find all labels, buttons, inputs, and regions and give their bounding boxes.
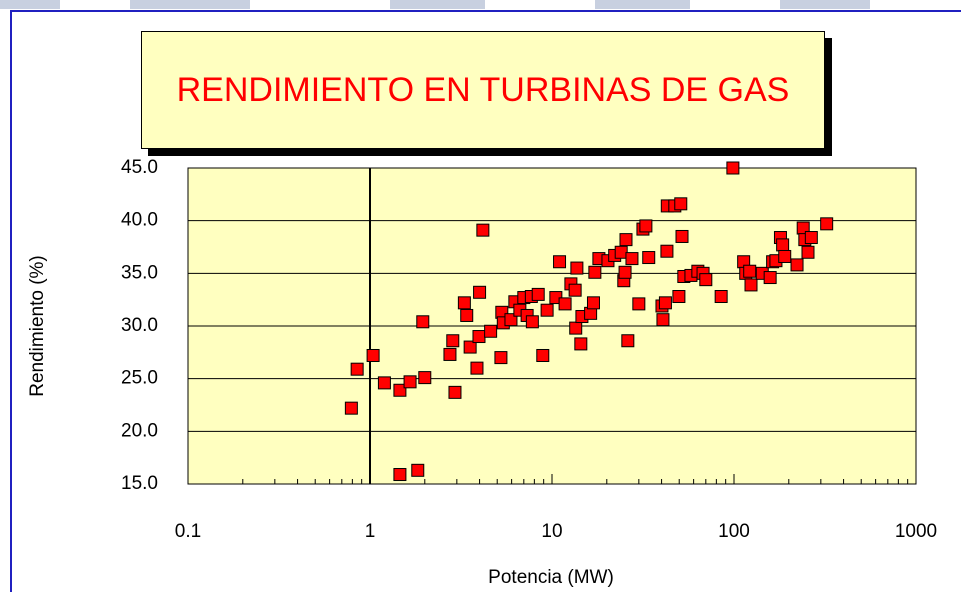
point: [470, 361, 484, 375]
x-axis-title: Potencia (MW): [488, 567, 614, 588]
top-strip: [0, 0, 961, 9]
point: [411, 463, 425, 477]
point: [570, 261, 584, 275]
point: [418, 371, 432, 385]
y-tick-label: 25.0: [121, 368, 158, 389]
point: [804, 231, 818, 245]
point: [473, 285, 487, 299]
point: [619, 233, 633, 247]
point: [660, 244, 674, 258]
point: [540, 303, 554, 317]
point: [790, 258, 804, 272]
point: [820, 217, 834, 231]
point: [639, 219, 653, 233]
point: [463, 340, 477, 354]
point: [674, 197, 688, 211]
point: [675, 229, 689, 243]
top-strip: [485, 0, 595, 9]
point: [553, 255, 567, 269]
top-strip: [870, 0, 961, 9]
x-tick-label: 1000: [895, 521, 937, 542]
point: [476, 223, 490, 237]
x-tick-label: 100: [718, 521, 750, 542]
point: [344, 401, 358, 415]
top-strip: [60, 0, 130, 9]
y-tick-label: 45.0: [121, 157, 158, 178]
point: [393, 468, 407, 482]
point: [618, 265, 632, 279]
top-strip: [250, 0, 390, 9]
point: [393, 383, 407, 397]
y-tick-label: 35.0: [121, 262, 158, 283]
x-tick-label: 0.1: [175, 521, 201, 542]
point: [625, 252, 639, 266]
point: [656, 313, 670, 327]
point: [621, 334, 635, 348]
point: [776, 238, 790, 252]
point: [632, 297, 646, 311]
y-tick-label: 20.0: [121, 420, 158, 441]
y-tick-label: 40.0: [121, 210, 158, 231]
point: [484, 324, 498, 338]
point: [743, 264, 757, 278]
point: [801, 245, 815, 259]
point: [642, 251, 656, 265]
point: [763, 271, 777, 285]
y-tick-label: 30.0: [121, 315, 158, 336]
point: [536, 348, 550, 362]
point: [658, 296, 672, 310]
point: [569, 321, 583, 335]
point: [525, 315, 539, 329]
point: [672, 290, 686, 304]
x-tick-label: 10: [541, 521, 562, 542]
point: [726, 161, 740, 175]
point: [350, 362, 364, 376]
point: [558, 297, 572, 311]
point: [366, 348, 380, 362]
point: [699, 273, 713, 287]
point: [574, 337, 588, 351]
point: [714, 290, 728, 304]
point: [744, 278, 758, 292]
y-axis-title: Rendimiento (%): [27, 255, 48, 397]
y-tick-label: 15.0: [121, 473, 158, 494]
point: [446, 334, 460, 348]
chart-title: RENDIMIENTO EN TURBINAS DE GAS: [141, 31, 825, 149]
point: [448, 385, 462, 399]
point: [377, 376, 391, 390]
top-strip: [690, 0, 780, 9]
point: [457, 296, 471, 310]
point: [494, 351, 508, 365]
point: [403, 375, 417, 389]
point: [778, 249, 792, 263]
point: [416, 315, 430, 329]
point: [588, 265, 602, 279]
point: [568, 283, 582, 297]
point: [472, 330, 486, 344]
point: [443, 347, 457, 361]
point: [586, 296, 600, 310]
point: [460, 308, 474, 322]
point: [531, 287, 545, 301]
x-tick-label: 1: [365, 521, 376, 542]
point: [614, 245, 628, 259]
